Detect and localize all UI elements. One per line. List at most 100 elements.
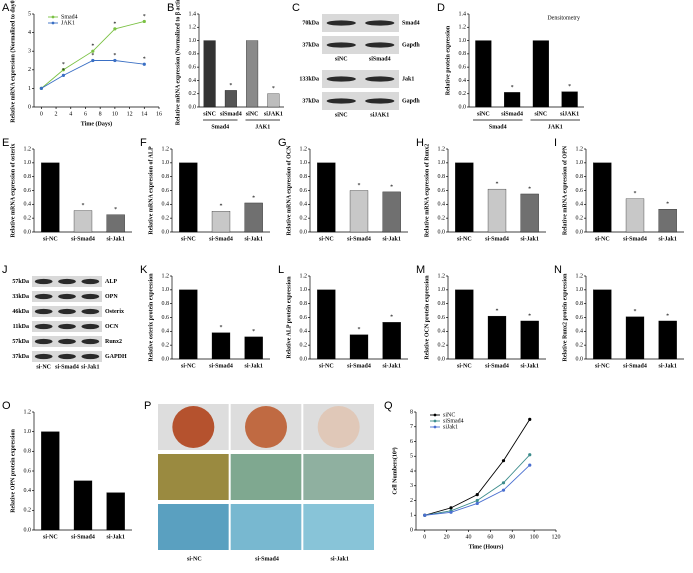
x-tick-label: 120 <box>552 534 561 540</box>
point <box>528 463 532 467</box>
significance: * <box>390 184 393 190</box>
significance: * <box>62 62 65 68</box>
band-size: 133kDa <box>299 76 319 82</box>
significance: * <box>252 195 255 201</box>
y-tick-label: 0.4 <box>300 202 308 208</box>
panel-label: G <box>278 137 287 149</box>
group-label: JAK1 <box>548 124 563 130</box>
y-axis-label: Relative mRNA expression of osterix <box>10 144 16 238</box>
blot-strip <box>322 92 399 110</box>
bar <box>520 320 539 360</box>
y-tick-label: 0.6 <box>24 188 32 194</box>
band <box>326 98 356 104</box>
x-tick-label: si-NC <box>595 236 610 242</box>
bar <box>317 289 336 360</box>
y-tick-label: 0.6 <box>189 65 197 71</box>
y-tick-label: 0.8 <box>24 174 32 180</box>
photo <box>303 504 374 550</box>
y-tick-label: 1.0 <box>576 160 584 166</box>
blot-strip <box>322 36 399 54</box>
y-tick-label: 1.0 <box>24 160 32 166</box>
x-tick-label: si-NC <box>43 534 58 540</box>
band-size: 46kDa <box>12 309 29 315</box>
y-tick-label: 0.2 <box>438 216 446 222</box>
x-tick-label: siNC <box>535 111 548 117</box>
y-tick-label: 0.4 <box>300 329 308 335</box>
y-axis-label: Relative protein expression <box>445 25 451 95</box>
x-tick-label: siSmad4 <box>501 111 523 117</box>
photo <box>230 504 302 550</box>
point <box>475 501 479 506</box>
y-tick-label: 1.2 <box>189 25 197 31</box>
y-tick-label: 0.4 <box>438 329 446 335</box>
bar <box>625 316 645 360</box>
band-name: GAPDH <box>105 354 127 360</box>
y-tick-label: 8 <box>410 409 413 415</box>
lane-label: siJAK1 <box>370 112 389 118</box>
band <box>326 42 356 48</box>
bar <box>561 91 578 108</box>
significance: * <box>358 183 361 189</box>
y-tick-label: 0.6 <box>459 65 467 71</box>
y-tick-label: 1.0 <box>459 38 467 44</box>
significance: * <box>143 57 146 63</box>
x-tick-label: 6 <box>84 111 87 117</box>
y-tick-label: 1.0 <box>162 287 170 293</box>
point <box>61 68 66 72</box>
legend-label: Smad4 <box>61 14 78 20</box>
band <box>81 323 100 330</box>
point <box>423 513 427 517</box>
y-tick-label: 1.0 <box>162 160 170 166</box>
x-tick-label: 80 <box>509 534 515 540</box>
y-tick-label: 0.4 <box>162 329 170 335</box>
bar <box>106 214 125 233</box>
y-tick-label: 2 <box>410 498 413 504</box>
x-tick-label: si-NC <box>319 363 334 369</box>
point <box>142 19 146 24</box>
y-tick-label: 3 <box>410 483 413 489</box>
panel-label: A <box>2 2 10 14</box>
y-tick-label: 0.8 <box>300 301 308 307</box>
panel-label: C <box>292 2 300 14</box>
y-tick-label: 0.2 <box>189 91 197 97</box>
x-tick-label: 4 <box>69 111 72 117</box>
x-tick-label: si-Smad4 <box>485 363 509 369</box>
panel-label: J <box>2 264 8 276</box>
y-tick-label: 0.2 <box>300 216 308 222</box>
legend-marker <box>51 21 55 25</box>
photo <box>230 454 302 500</box>
y-tick-label: 1.0 <box>24 429 32 435</box>
y-tick-label: 0.0 <box>576 229 584 235</box>
y-tick-label: 0.6 <box>438 315 446 321</box>
y-tick-label: 0.4 <box>459 78 467 84</box>
significance: * <box>82 203 85 209</box>
y-tick-label: 0.0 <box>24 229 32 235</box>
column-label: si-NC <box>187 556 202 562</box>
band <box>58 278 76 285</box>
significance: * <box>62 68 65 74</box>
band-name: Smad4 <box>402 20 420 26</box>
point <box>91 58 95 63</box>
significance: * <box>252 329 255 335</box>
point <box>501 459 506 463</box>
lane-label: siSmad4 <box>369 56 391 62</box>
x-tick-label: si-Jak1 <box>382 236 400 242</box>
significance: * <box>358 327 361 333</box>
y-axis-label: Relative OPN protein expression <box>10 429 16 513</box>
y-tick-label: 0.6 <box>576 188 584 194</box>
band <box>326 76 356 82</box>
series-line <box>424 454 531 516</box>
x-tick-label: si-Smad4 <box>347 363 371 369</box>
y-tick-label: 0 <box>410 527 413 533</box>
bar <box>625 198 645 233</box>
y-tick-label: 0.2 <box>162 343 170 349</box>
y-tick-label: 0.8 <box>576 174 584 180</box>
y-tick-label: 0.8 <box>189 51 197 57</box>
band <box>81 308 100 315</box>
y-axis-label: Cell Numbers(10⁴) <box>391 447 398 494</box>
band-size: 37kDa <box>302 98 319 104</box>
y-axis-label: Relative OCN protein expression <box>424 275 430 360</box>
significance: * <box>666 202 669 208</box>
y-tick-label: 1 <box>410 513 413 519</box>
x-tick-label: si-Jak1 <box>658 363 676 369</box>
